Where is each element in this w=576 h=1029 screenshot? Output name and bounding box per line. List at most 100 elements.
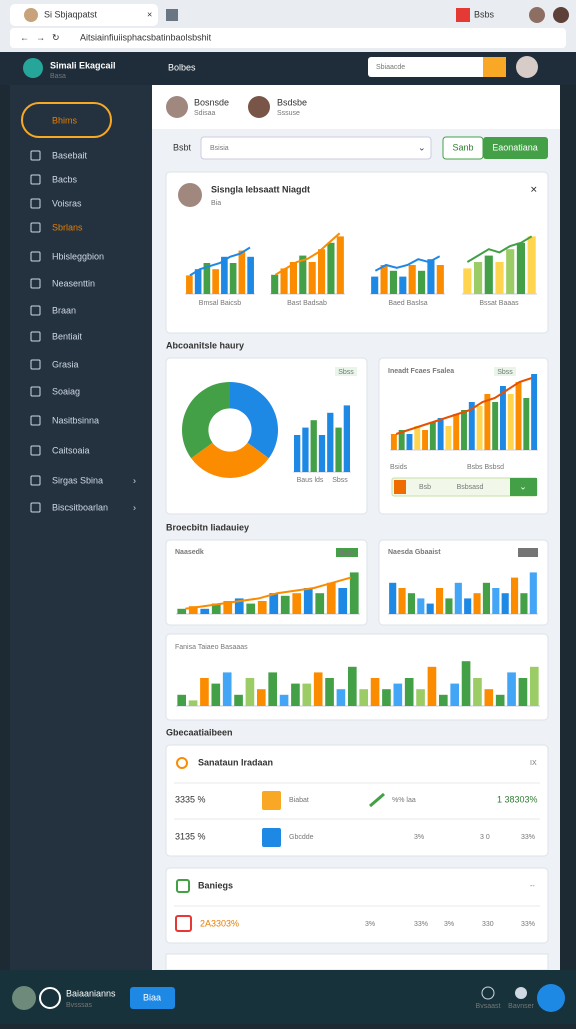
fab[interactable] (537, 984, 565, 1012)
cell: 3% (444, 921, 454, 928)
chart-caption: Bssat Baaas (479, 300, 519, 307)
close[interactable]: -- (530, 883, 535, 890)
pie-slice (182, 382, 230, 459)
extension-label: Bsbs (474, 9, 495, 19)
card (165, 171, 549, 334)
bar (212, 269, 219, 294)
bar (271, 274, 279, 294)
progress-button[interactable] (510, 478, 537, 496)
avatar (166, 96, 188, 118)
cell: 3 0 (480, 834, 490, 841)
bar (291, 683, 300, 706)
reload[interactable]: ↻ (52, 32, 60, 42)
nav-item[interactable]: Caitsoaia (52, 445, 90, 455)
nav-item[interactable]: Neasenttin (52, 278, 95, 288)
bar (308, 262, 316, 294)
user-avatar[interactable] (516, 56, 538, 78)
card-title: Ineadt Fcaes Fsalea (388, 368, 454, 375)
select-value: Bsisia (210, 145, 229, 152)
card-title: Fanisa Taiaeo Basaaas (175, 644, 248, 651)
bar (389, 582, 397, 614)
tab[interactable] (10, 4, 158, 26)
bar (223, 601, 233, 614)
nav-item[interactable]: Soaiag (52, 386, 80, 396)
chart-caption: Bast Badsab (287, 300, 327, 307)
nav-icon (30, 475, 41, 486)
cell: 3135 % (175, 831, 206, 841)
footer-sub: Bvsssas (66, 1002, 93, 1009)
bar (445, 426, 452, 450)
bar (393, 683, 403, 706)
bar (177, 608, 187, 614)
bar (269, 593, 279, 614)
brand-logo (23, 58, 43, 78)
bar (238, 250, 246, 294)
filter-label: Bsbt (173, 142, 192, 152)
bar (313, 672, 323, 706)
nav-item[interactable]: Bentiait (52, 331, 83, 341)
profile-name: Bosnsde (194, 97, 229, 107)
nav-item[interactable]: Nasitbsinna (52, 415, 99, 425)
bar (336, 689, 346, 706)
bar (257, 601, 267, 614)
nav-item[interactable]: Basebait (52, 150, 88, 160)
bar (229, 263, 237, 294)
nav-item[interactable]: Grasia (52, 359, 79, 369)
search[interactable] (368, 57, 506, 77)
nav-item[interactable]: Voisras (52, 198, 82, 208)
icon[interactable] (515, 987, 527, 999)
brand-sub: Basa (50, 73, 66, 80)
forward[interactable]: → (36, 32, 45, 42)
card (165, 744, 549, 857)
profile-avatar[interactable] (553, 7, 569, 23)
bar (211, 603, 221, 614)
badge-label: Sbss (338, 369, 354, 376)
section-heading: Abcoanitsle haury (166, 340, 244, 350)
bar (221, 256, 228, 294)
close[interactable]: IX (530, 760, 537, 767)
close[interactable]: ✕ (530, 184, 538, 194)
extension-icon[interactable] (456, 8, 470, 22)
new-tab[interactable] (166, 9, 178, 21)
nav-item[interactable]: Hbisleggbion (52, 251, 104, 261)
bar (463, 268, 472, 294)
nav-item[interactable]: Bacbs (52, 174, 78, 184)
bar (461, 661, 471, 706)
bar (399, 276, 407, 294)
bar (407, 593, 415, 614)
nav-item[interactable]: Braan (52, 305, 76, 315)
bar (279, 694, 289, 706)
nav-item[interactable]: Sbrlans (52, 222, 83, 232)
button[interactable] (483, 137, 548, 159)
section-title: Bolbes (168, 62, 196, 72)
chart-caption: Bmsal Baicsb (199, 300, 242, 307)
bar (416, 689, 425, 706)
nav: Basebait Bacbs Voisras Sbrlans Hbisleggbion N… (30, 150, 136, 513)
bar (482, 582, 490, 614)
badge (494, 367, 516, 376)
back[interactable]: ← (20, 32, 29, 42)
pie-slice (191, 442, 269, 479)
bar (404, 678, 414, 706)
select[interactable] (200, 136, 432, 160)
footer (0, 970, 576, 1024)
tab-close[interactable]: × (147, 9, 152, 19)
nav-icon (30, 305, 41, 316)
bar (453, 414, 460, 450)
address-bar[interactable] (10, 28, 566, 48)
bar (343, 405, 351, 472)
icon[interactable] (481, 986, 495, 1000)
sidebar-active[interactable] (21, 102, 112, 138)
profile-avatar[interactable] (529, 7, 545, 23)
bar (338, 588, 348, 614)
bar (247, 256, 254, 294)
footer-button[interactable] (130, 987, 175, 1009)
select-arrow: ⌄ (418, 142, 426, 152)
pie-slice (230, 382, 279, 459)
nav-item[interactable]: Sirgas Sbina (52, 475, 103, 485)
bar (188, 700, 198, 706)
bar (417, 598, 425, 614)
cell: 3335 % (175, 794, 206, 804)
nav-item[interactable]: Biscsitboarlan (52, 502, 108, 512)
search-button[interactable] (483, 57, 506, 77)
